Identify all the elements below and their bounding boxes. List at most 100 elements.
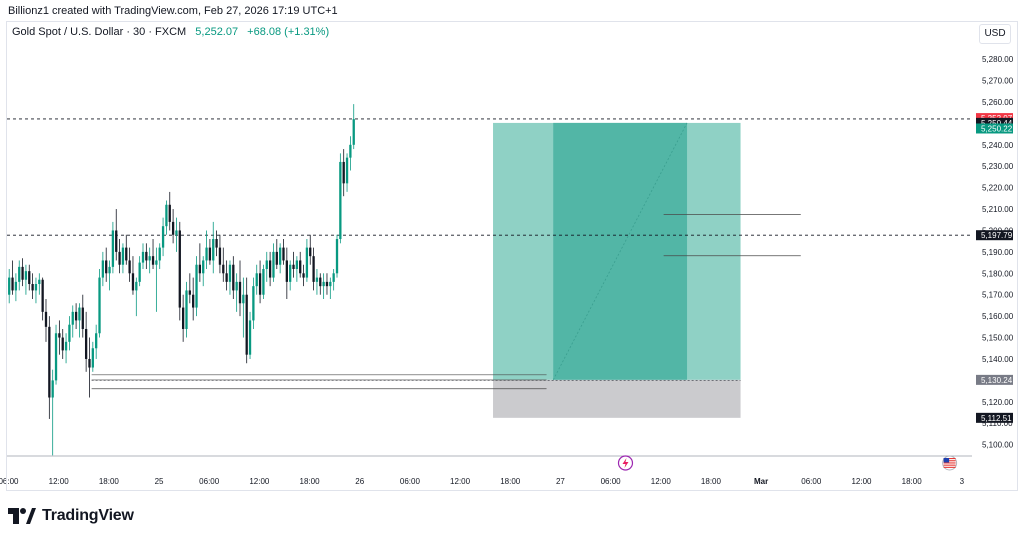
candle-body[interactable] [305,247,309,278]
candle-body[interactable] [319,277,322,287]
candle-body[interactable] [24,271,28,280]
candle-body[interactable] [131,273,135,291]
candle-body[interactable] [44,311,48,327]
candle-body[interactable] [245,294,248,355]
candle-body[interactable] [71,311,74,325]
candle-body[interactable] [41,279,44,312]
candle-body[interactable] [105,260,108,274]
candle-body[interactable] [265,260,268,270]
candle-body[interactable] [258,273,262,295]
candle-body[interactable] [309,247,312,257]
candle-body[interactable] [232,264,235,291]
candle-body[interactable] [195,264,198,308]
candle-body[interactable] [188,290,191,295]
candle-body[interactable] [295,260,299,270]
candle-body[interactable] [81,307,84,329]
candle-body[interactable] [342,161,345,184]
candle-body[interactable] [185,290,188,329]
candle-body[interactable] [205,247,208,261]
candle-body[interactable] [98,277,101,334]
candle-body[interactable] [68,324,71,342]
candle-body[interactable] [345,157,349,184]
candle-body[interactable] [285,260,288,282]
candle-body[interactable] [128,260,131,274]
candle-body[interactable] [141,251,145,263]
candle-body[interactable] [202,260,205,274]
candle-body[interactable] [115,230,118,252]
candle-body[interactable] [88,358,91,368]
candle-body[interactable] [248,320,252,355]
candle-body[interactable] [155,260,158,265]
tradingview-logo[interactable]: TradingView [8,505,134,527]
candle-body[interactable] [165,204,168,227]
candle-body[interactable] [121,247,125,265]
candle-body[interactable] [148,256,151,261]
candle-body[interactable] [161,226,165,248]
candle-body[interactable] [151,256,155,265]
candle-body[interactable] [238,281,242,304]
candle-body[interactable] [175,230,178,235]
candle-body[interactable] [335,239,339,274]
candle-body[interactable] [171,221,175,235]
candle-body[interactable] [61,337,64,351]
candle-body[interactable] [322,281,325,287]
candle-body[interactable] [135,281,138,291]
candle-body[interactable] [95,333,98,349]
candle-body[interactable] [101,260,105,278]
candle-body[interactable] [215,239,218,248]
candle-body[interactable] [228,264,232,282]
candle-body[interactable] [11,277,14,291]
candle-body[interactable] [31,284,34,291]
candle-body[interactable] [225,273,228,282]
candle-body[interactable] [138,262,141,282]
symbol-name[interactable]: Gold Spot / U.S. Dollar · 30 · FXCM [12,26,187,38]
candle-body[interactable] [58,333,61,338]
candle-body[interactable] [168,204,171,222]
candle-body[interactable] [329,281,332,287]
candle-body[interactable] [255,273,258,287]
candle-body[interactable] [21,266,24,280]
candle-body[interactable] [272,251,275,278]
candle-body[interactable] [84,328,88,359]
candle-body[interactable] [78,307,81,321]
candle-body[interactable] [262,269,265,295]
candle-body[interactable] [299,260,302,274]
candle-body[interactable] [332,273,335,282]
candle-body[interactable] [349,144,352,158]
candle-body[interactable] [28,271,31,285]
candle-body[interactable] [181,307,185,329]
candle-body[interactable] [51,380,54,398]
candle-body[interactable] [158,247,161,261]
candle-body[interactable] [312,256,315,282]
position-stop-zone[interactable] [493,379,741,418]
candle-body[interactable] [48,326,51,398]
candle-body[interactable] [339,161,342,240]
candle-body[interactable] [145,251,148,261]
candle-body[interactable] [252,286,255,321]
candle-body[interactable] [38,279,41,285]
candle-body[interactable] [325,281,329,287]
candle-body[interactable] [292,264,295,270]
candle-body[interactable] [111,230,115,267]
candle-body[interactable] [64,341,68,351]
candle-body[interactable] [74,311,78,321]
currency-button[interactable]: USD [979,24,1011,44]
candle-body[interactable] [289,264,292,282]
candle-body[interactable] [352,119,355,145]
candle-body[interactable] [235,281,238,291]
candle-body[interactable] [208,247,212,261]
candle-body[interactable] [178,230,181,308]
candle-body[interactable] [282,247,285,261]
symbol-legend[interactable]: Gold Spot / U.S. Dollar · 30 · FXCM 5,25… [12,26,329,38]
candle-body[interactable] [34,284,38,291]
candle-body[interactable] [108,266,111,274]
candle-body[interactable] [18,266,21,282]
candle-body[interactable] [302,273,305,278]
candle-body[interactable] [198,264,202,274]
candle-body[interactable] [54,333,58,381]
candle-body[interactable] [212,239,215,261]
candle-body[interactable] [118,251,121,265]
candle-body[interactable] [268,260,272,278]
candle-body[interactable] [14,281,18,291]
